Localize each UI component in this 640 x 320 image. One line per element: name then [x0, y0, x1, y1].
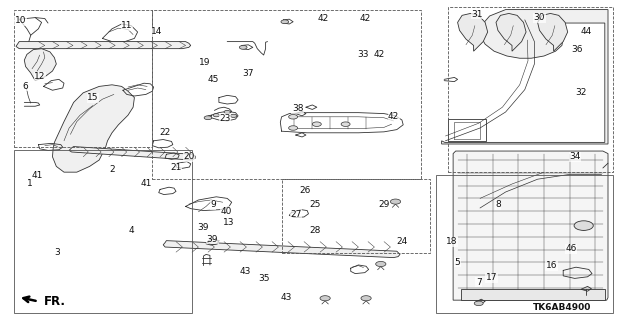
Text: 8: 8	[495, 200, 500, 209]
Circle shape	[289, 126, 298, 130]
Circle shape	[224, 110, 230, 114]
Bar	[14, 150, 192, 313]
Text: 42: 42	[317, 14, 329, 23]
Circle shape	[239, 45, 247, 49]
Text: 11: 11	[121, 21, 132, 30]
Circle shape	[312, 122, 321, 126]
Text: 42: 42	[388, 112, 399, 121]
Polygon shape	[496, 13, 526, 51]
Circle shape	[230, 114, 237, 117]
Text: 33: 33	[358, 50, 369, 59]
Circle shape	[213, 114, 220, 117]
Text: 44: 44	[580, 28, 592, 36]
Text: 39: 39	[207, 235, 218, 244]
Text: 9: 9	[211, 200, 216, 209]
Polygon shape	[16, 42, 191, 49]
Text: 5: 5	[455, 258, 460, 267]
Text: 38: 38	[292, 104, 303, 113]
Text: 18: 18	[446, 237, 458, 246]
Text: TK6AB4900: TK6AB4900	[532, 303, 591, 312]
Circle shape	[361, 296, 371, 301]
Text: 20: 20	[183, 152, 195, 161]
Bar	[14, 10, 152, 147]
Text: 19: 19	[199, 58, 211, 67]
Text: 41: 41	[31, 171, 43, 180]
Text: 7: 7	[476, 278, 481, 287]
Polygon shape	[453, 151, 608, 300]
Bar	[448, 7, 613, 172]
Text: 41: 41	[140, 180, 152, 188]
Polygon shape	[442, 10, 608, 144]
Circle shape	[376, 261, 386, 267]
Polygon shape	[461, 289, 605, 300]
Text: 12: 12	[34, 72, 45, 81]
Circle shape	[574, 221, 593, 230]
Text: 30: 30	[534, 13, 545, 22]
Text: 14: 14	[151, 28, 163, 36]
Text: 29: 29	[378, 200, 390, 209]
Text: 25: 25	[309, 200, 321, 209]
Text: 21: 21	[170, 164, 182, 172]
Text: 1: 1	[28, 180, 33, 188]
Text: 24: 24	[396, 237, 408, 246]
Text: 23: 23	[220, 114, 231, 123]
Text: 46: 46	[565, 244, 577, 253]
Text: 43: 43	[281, 293, 292, 302]
Text: 43: 43	[239, 267, 251, 276]
Text: 36: 36	[572, 45, 583, 54]
Text: 16: 16	[546, 261, 557, 270]
Text: 42: 42	[359, 14, 371, 23]
Text: 4: 4	[129, 226, 134, 235]
Text: 27: 27	[290, 210, 301, 219]
Polygon shape	[24, 49, 56, 81]
Text: 15: 15	[87, 93, 99, 102]
Bar	[152, 10, 421, 179]
Text: 6: 6	[23, 82, 28, 91]
Circle shape	[341, 122, 350, 126]
Circle shape	[208, 239, 218, 244]
Text: 2: 2	[109, 165, 115, 174]
Circle shape	[204, 116, 212, 120]
Text: FR.: FR.	[44, 295, 65, 308]
Text: 26: 26	[299, 186, 310, 195]
Text: 34: 34	[569, 152, 580, 161]
Text: 3: 3	[55, 248, 60, 257]
Text: 32: 32	[575, 88, 587, 97]
Circle shape	[320, 296, 330, 301]
Text: 13: 13	[223, 218, 235, 227]
Text: 35: 35	[258, 274, 269, 283]
Polygon shape	[458, 13, 488, 51]
Text: 17: 17	[486, 273, 497, 282]
Text: 10: 10	[15, 16, 26, 25]
Text: 40: 40	[220, 207, 232, 216]
Polygon shape	[163, 241, 400, 258]
Polygon shape	[69, 147, 195, 160]
Text: 22: 22	[159, 128, 171, 137]
Text: 31: 31	[471, 10, 483, 19]
Polygon shape	[538, 13, 568, 51]
Text: 42: 42	[373, 50, 385, 59]
Circle shape	[289, 115, 298, 119]
Text: 39: 39	[197, 223, 209, 232]
Bar	[282, 179, 430, 253]
Polygon shape	[52, 85, 134, 172]
Text: 28: 28	[309, 226, 321, 235]
Bar	[436, 175, 613, 313]
Circle shape	[474, 301, 483, 306]
Text: 45: 45	[207, 75, 219, 84]
Circle shape	[390, 199, 401, 204]
Circle shape	[281, 20, 289, 24]
Text: 37: 37	[243, 69, 254, 78]
